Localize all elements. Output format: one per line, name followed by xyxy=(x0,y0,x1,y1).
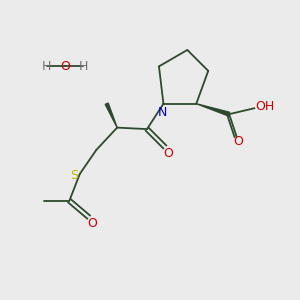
Text: O: O xyxy=(60,60,70,73)
Text: O: O xyxy=(87,217,97,230)
Text: H: H xyxy=(79,60,88,73)
Text: O: O xyxy=(163,147,173,160)
Text: H: H xyxy=(42,60,51,73)
Polygon shape xyxy=(196,104,230,116)
Polygon shape xyxy=(105,103,117,128)
Text: N: N xyxy=(158,106,167,118)
Text: S: S xyxy=(70,169,79,182)
Text: OH: OH xyxy=(255,100,274,113)
Text: O: O xyxy=(233,135,243,148)
